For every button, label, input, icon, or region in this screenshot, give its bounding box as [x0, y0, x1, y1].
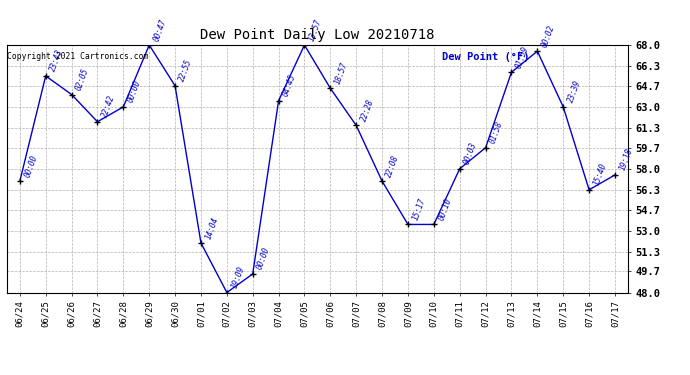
Text: 02:05: 02:05	[75, 67, 90, 92]
Text: 15:17: 15:17	[411, 197, 427, 222]
Text: 13:57: 13:57	[307, 17, 324, 42]
Title: Dew Point Daily Low 20210718: Dew Point Daily Low 20210718	[200, 28, 435, 42]
Text: 23:43: 23:43	[48, 48, 65, 73]
Text: 23:39: 23:39	[566, 79, 582, 104]
Text: Copyright 2021 Cartronics.com: Copyright 2021 Cartronics.com	[7, 53, 148, 62]
Text: 00:00: 00:00	[23, 153, 39, 178]
Text: 18:57: 18:57	[333, 61, 349, 86]
Text: 19:18: 19:18	[618, 147, 634, 172]
Text: 00:10: 00:10	[437, 197, 453, 222]
Text: 00:03: 00:03	[462, 141, 479, 166]
Text: 00:47: 00:47	[152, 17, 168, 42]
Text: 00:00: 00:00	[126, 79, 142, 104]
Text: 04:45: 04:45	[282, 73, 297, 98]
Text: 22:08: 22:08	[385, 153, 401, 178]
Text: 22:28: 22:28	[359, 98, 375, 123]
Text: 01:58: 01:58	[489, 120, 504, 145]
Text: Dew Point (°F): Dew Point (°F)	[442, 53, 529, 63]
Text: 00:00: 00:00	[255, 246, 272, 271]
Text: 15:40: 15:40	[592, 162, 608, 187]
Text: 01:59: 01:59	[514, 45, 531, 69]
Text: 22:55: 22:55	[178, 58, 194, 83]
Text: 22:42: 22:42	[100, 94, 117, 119]
Text: 00:02: 00:02	[540, 24, 556, 48]
Text: 19:09: 19:09	[230, 265, 246, 290]
Text: 14:04: 14:04	[204, 215, 220, 240]
